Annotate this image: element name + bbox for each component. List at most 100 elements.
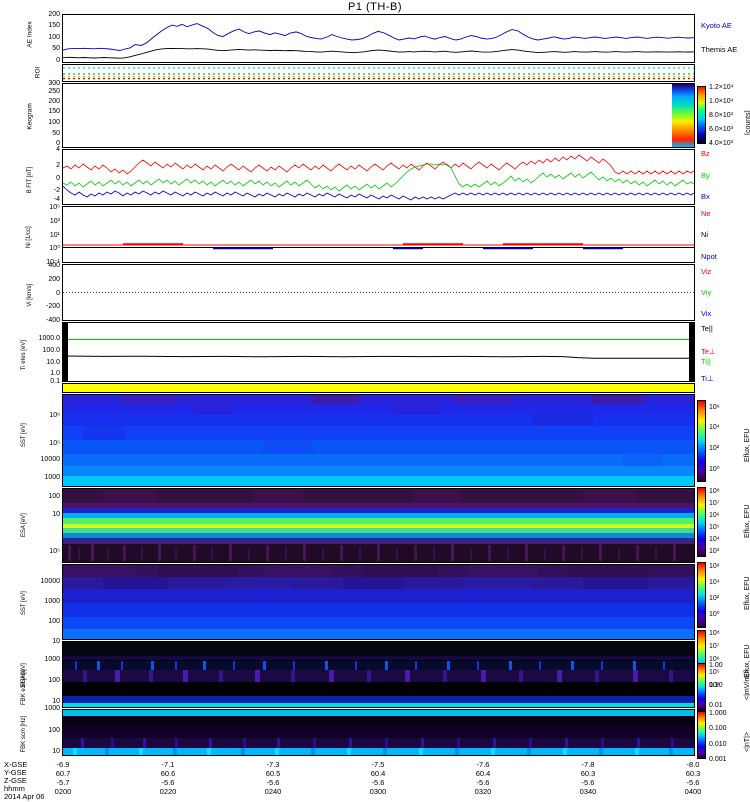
keogram-cb-unit: [counts] <box>745 110 750 135</box>
fbk-e-colorbar <box>697 663 706 711</box>
fbk-b-cb-tick: 0.010 <box>709 741 727 748</box>
xaxis-tick-group: -7.8 60.3 -5.6 0340 <box>567 760 609 796</box>
xtick-z-gse: -5.6 <box>581 777 595 787</box>
xtick-hhmm: 0340 <box>579 786 597 796</box>
fbk-b-colorbar <box>697 711 706 759</box>
sst-e-image <box>63 395 694 486</box>
keogram-ytick: 0 <box>56 140 60 147</box>
sst-e-cb-tick: 10⁰ <box>709 466 720 473</box>
xtick-z-gse: -5.6 <box>161 777 175 787</box>
fbk-e-cb-tick: 1.00 <box>709 662 723 669</box>
ni-ytick: 10⁵ <box>49 204 60 211</box>
sst-e-ylabel: SST [eV] <box>20 423 27 448</box>
ni-ytick: 10⁻¹ <box>46 259 60 266</box>
ni-ytick: 10¹ <box>49 232 60 239</box>
sst-i-cb-tick: 10⁶ <box>709 563 720 570</box>
esa-e-cb-tick: 10⁶ <box>709 512 720 519</box>
xaxis-row-label-y-gse: Y-GSE <box>4 768 27 777</box>
vi-traces <box>63 292 694 293</box>
panel-b-fit <box>62 149 695 205</box>
b-fit-ytick: 2 <box>56 162 60 169</box>
esa-e-ytick: 1000 <box>44 474 60 481</box>
esa-i-ytick: 10 <box>52 638 60 645</box>
panel-sst-ion-spectrogram <box>62 564 695 640</box>
fbk-b-cb-unit: <|nT|> <box>744 732 750 752</box>
fbk-e-cb-tick: 0.10 <box>709 682 723 689</box>
fbk-b-ytick: 100 <box>48 727 60 734</box>
xtick-hhmm: 0200 <box>54 786 72 796</box>
ni-traces <box>63 243 694 250</box>
esa-e-colorbar <box>697 487 706 557</box>
fbk-b-cb-tick: 0.001 <box>709 756 727 763</box>
sst-i-cb-unit: Eflux, EFU <box>744 576 750 610</box>
ti-ytick: 0.1 <box>50 378 60 385</box>
esa-e-cb-unit: Eflux, EFU <box>744 504 750 538</box>
legend-ti-perp: Ti⊥ <box>701 374 714 383</box>
legend-kyoto-ae: Kyoto AE <box>701 21 732 30</box>
esa-i-cb-tick: 10⁶ <box>709 656 720 663</box>
ae-index-ytick: 150 <box>48 22 60 29</box>
esa-e-cb-tick: 10⁵ <box>709 524 720 531</box>
vi-ytick: -200 <box>45 303 60 310</box>
panel-keogram <box>62 83 695 148</box>
keogram-cb-tick: 4.0×10³ <box>709 140 733 147</box>
fbk-e-ytick: 100 <box>48 677 60 684</box>
sst-e-cb-tick: 10⁴ <box>709 424 720 431</box>
sst-i-ytick: 10⁵ <box>49 548 60 555</box>
roi-markers <box>63 67 694 80</box>
xaxis-row-label-hhmm: hhmm <box>4 784 25 793</box>
xtick-y-gse: 60.6 <box>160 768 176 778</box>
xtick-y-gse: 60.4 <box>370 768 386 778</box>
keogram-image <box>63 84 694 147</box>
ae-index-ytick: 0 <box>56 57 60 64</box>
xtick-y-gse: 60.3 <box>580 768 596 778</box>
panel-esa-electron-spectrogram <box>62 488 695 563</box>
legend-vix: Vix <box>701 309 712 318</box>
page-title: P1 (TH-B) <box>348 1 402 13</box>
xtick-z-gse: -5.6 <box>476 777 490 787</box>
esa-e-cb-tick: 10⁷ <box>709 500 720 507</box>
sst-i-cb-tick: 10⁰ <box>709 611 720 618</box>
xaxis-tick-group: -7.6 60.4 -5.6 0320 <box>462 760 504 796</box>
panel-fbk-efield-spectrogram <box>62 660 695 708</box>
xtick-x-gse: -7.5 <box>371 760 385 769</box>
xtick-x-gse: -7.6 <box>476 760 490 769</box>
vi-ytick: -400 <box>45 317 60 324</box>
legend-by: By <box>701 171 710 180</box>
legend-bx: Bx <box>701 192 710 201</box>
xtick-x-gse: -6.9 <box>56 760 70 769</box>
b-fit-ylabel: B FIT [nT] <box>26 166 33 194</box>
fbk-b-image <box>63 710 694 755</box>
legend-viz: Viz <box>701 267 712 276</box>
keogram-ytick: 250 <box>48 88 60 95</box>
fbk-e-ytick: 10 <box>52 698 60 705</box>
esa-i-cb-tick: 10⁵ <box>709 669 720 676</box>
xtick-z-gse: -5.6 <box>266 777 280 787</box>
b-fit-traces <box>63 154 694 201</box>
ti-ytick: 10.0 <box>46 359 60 366</box>
ti-traces <box>63 323 694 381</box>
ni-ytick: 10³ <box>49 218 60 225</box>
ae-index-ytick: 100 <box>48 34 60 41</box>
xaxis-tick-group: -6.9 60.7 -5.7 0200 <box>42 760 84 796</box>
fbk-b-cb-tick: 1.000 <box>709 710 727 717</box>
xtick-hhmm: 0320 <box>474 786 492 796</box>
b-fit-ytick: 0 <box>56 175 60 182</box>
esa-i-cb-tick: 10⁸ <box>709 630 720 637</box>
b-fit-ytick: 4 <box>56 146 60 153</box>
xaxis-row-label-date: 2014 Apr 06 <box>4 792 45 801</box>
panel-vi-velocity <box>62 264 695 321</box>
xtick-z-gse: -5.6 <box>371 777 385 787</box>
keogram-ytick: 300 <box>48 80 60 87</box>
panel-fbk-bfield-spectrogram <box>62 709 695 756</box>
sst-i-cb-tick: 10² <box>709 595 720 602</box>
keogram-cb-tick: 8.0×10³ <box>709 112 733 119</box>
xtick-hhmm: 0400 <box>684 786 702 796</box>
ni-ylabel: Ni [1/cc] <box>25 226 32 248</box>
sst-e-ytick: 10⁵ <box>49 440 60 447</box>
panel-sst-electron-spectrogram <box>62 394 695 487</box>
vi-ylabel: Vi [km/s] <box>26 283 33 307</box>
ae-index-traces <box>63 23 694 59</box>
sst-e-cb-unit: Eflux, EFU <box>744 428 750 462</box>
panel-ae-index <box>62 14 695 63</box>
